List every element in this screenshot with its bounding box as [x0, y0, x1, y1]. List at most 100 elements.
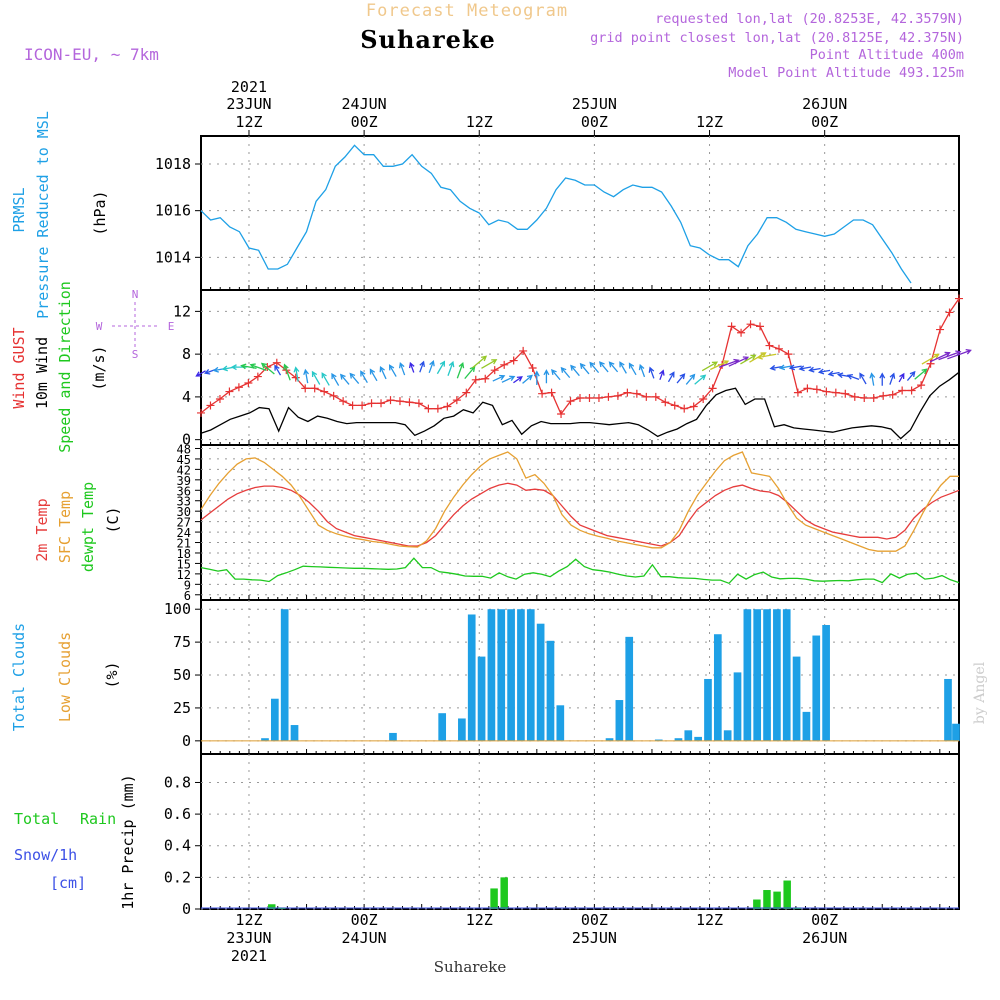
cloud-bar	[952, 723, 960, 741]
gust-marker	[594, 393, 603, 402]
temp-sfc-line	[200, 451, 959, 552]
time-label-bottom: 12Z	[235, 911, 262, 929]
y-tick-label: 33	[177, 495, 191, 509]
gust-marker	[936, 325, 945, 334]
wind-arrow	[408, 361, 415, 373]
cloud-bar	[270, 698, 279, 741]
y-tick-label: 39	[177, 474, 191, 488]
cloud-bar	[743, 609, 752, 741]
wind-arrow	[481, 359, 498, 369]
gust-marker	[339, 397, 348, 406]
wind-arrow	[274, 364, 282, 376]
cloud-bar	[477, 656, 486, 741]
y-tick-label: 24	[177, 526, 191, 540]
y-tick-label: 12	[177, 568, 191, 582]
cloud-bar	[792, 656, 801, 741]
y-tick-label: 0.2	[164, 868, 191, 886]
wind-arrow	[728, 356, 750, 367]
model-altitude: Model Point Altitude 493.125m	[728, 65, 964, 81]
wind-arrow	[859, 372, 867, 385]
y-tick-label: 42	[177, 463, 191, 477]
cloud-bar	[615, 700, 624, 741]
label-precip-unit: 1hr Precip (mm)	[119, 774, 137, 909]
cloud-bar	[438, 713, 447, 741]
wind-arrow	[769, 364, 783, 371]
y-tick-label: 48	[177, 442, 191, 456]
wind-arrow	[398, 362, 406, 376]
gridpoint-coords: grid point closest lon,lat (20.8125E, 42…	[590, 30, 964, 46]
gust-marker	[348, 401, 357, 410]
y-tick-label: 0	[182, 900, 191, 918]
cloud-bar	[389, 732, 397, 741]
wind-arrow	[560, 366, 571, 379]
gust-marker	[756, 322, 765, 331]
wind-arrow	[648, 366, 655, 379]
y-tick-label: 25	[173, 699, 191, 717]
rain-bar	[763, 890, 771, 909]
wind-arrow	[685, 373, 696, 385]
wind-arrow	[492, 374, 506, 382]
gust-marker	[822, 387, 831, 396]
rain-bar	[500, 877, 508, 909]
time-label-top: 26JUN	[802, 95, 847, 113]
gust-marker	[737, 328, 746, 337]
cloud-bar	[280, 609, 289, 741]
y-tick-label: 4	[182, 388, 191, 406]
wind-line	[200, 371, 960, 440]
rain-bar	[490, 888, 498, 909]
compass-s: S	[132, 348, 139, 361]
compass-rose: N S W E	[96, 288, 175, 361]
wind-arrow	[447, 360, 455, 377]
y-tick-label: 45	[177, 453, 191, 467]
gust-marker	[301, 384, 310, 393]
gust-marker	[793, 388, 802, 397]
cloud-bar	[546, 640, 555, 741]
cloud-bar	[674, 738, 683, 741]
time-label-bottom: 2021	[231, 947, 267, 965]
wind-arrow	[694, 374, 707, 385]
gust-marker	[879, 391, 888, 400]
pressure-line	[200, 144, 912, 284]
cloud-bar	[654, 739, 663, 741]
gust-marker	[907, 386, 916, 395]
gust-marker	[689, 402, 698, 411]
wind-arrow	[710, 360, 730, 371]
panel-frame	[200, 753, 960, 910]
cloud-bar	[723, 730, 732, 741]
gust-marker	[850, 392, 859, 401]
time-label-bottom: 00Z	[811, 911, 838, 929]
panel-frame	[200, 135, 960, 291]
gust-marker	[452, 396, 461, 405]
gust-marker	[860, 393, 869, 402]
cloud-bar	[497, 609, 506, 741]
gust-marker	[291, 373, 300, 382]
cloud-bar	[763, 609, 771, 741]
wind-arrow	[533, 370, 540, 386]
wind-arrow	[869, 372, 876, 386]
wind-arrow	[914, 368, 928, 380]
label-10m-wind: 10m Wind	[33, 337, 51, 409]
wind-arrow	[369, 368, 378, 382]
y-tick-label: 1018	[155, 155, 191, 173]
label-prmsl: PRMSL	[10, 187, 28, 232]
y-tick-label: 8	[182, 345, 191, 363]
cloud-bar	[605, 738, 614, 741]
gust-marker	[197, 408, 205, 417]
cloud-bar	[753, 609, 762, 741]
gust-marker	[784, 350, 793, 359]
gust-marker	[670, 401, 679, 410]
cloud-bar	[773, 609, 781, 741]
wind-arrow	[260, 362, 275, 375]
gust-marker	[253, 372, 262, 381]
gust-marker	[680, 404, 689, 413]
gust-marker	[367, 399, 376, 408]
gust-marker	[623, 388, 632, 397]
cloud-bar	[458, 718, 466, 741]
wind-arrow	[756, 353, 777, 360]
cloud-bar	[290, 725, 299, 741]
time-label-top: 24JUN	[342, 95, 387, 113]
gust-marker	[490, 366, 499, 375]
rain-bar	[268, 904, 276, 909]
wind-arrow	[808, 366, 821, 373]
wind-arrow	[846, 373, 860, 381]
